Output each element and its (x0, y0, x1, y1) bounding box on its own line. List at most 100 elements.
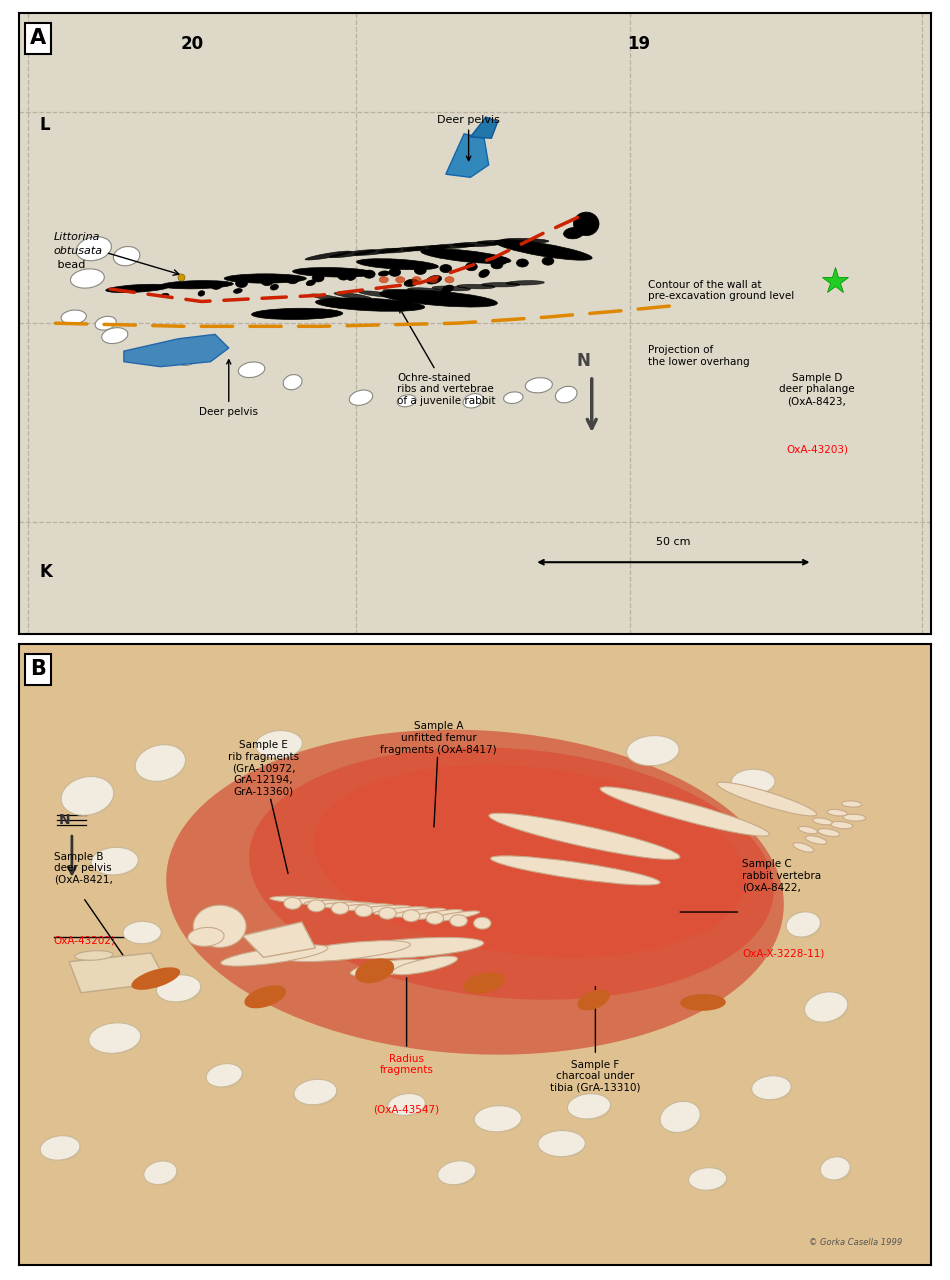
Ellipse shape (403, 910, 420, 922)
Ellipse shape (47, 1140, 81, 1161)
Ellipse shape (695, 1172, 728, 1192)
Ellipse shape (374, 906, 428, 915)
Ellipse shape (75, 951, 113, 960)
Ellipse shape (504, 392, 523, 403)
Ellipse shape (287, 899, 342, 905)
Ellipse shape (843, 814, 865, 820)
Ellipse shape (389, 269, 401, 276)
Ellipse shape (305, 251, 352, 260)
Ellipse shape (379, 276, 389, 283)
Ellipse shape (428, 243, 475, 248)
Ellipse shape (161, 280, 234, 289)
Text: Sample A
unfitted femur
fragments (OxA-8417): Sample A unfitted femur fragments (OxA-8… (380, 722, 497, 827)
Ellipse shape (538, 1130, 585, 1157)
Ellipse shape (284, 897, 301, 909)
Ellipse shape (805, 992, 847, 1023)
Ellipse shape (812, 818, 832, 824)
Ellipse shape (244, 986, 286, 1009)
Text: Contour of the wall at
pre-excavation ground level: Contour of the wall at pre-excavation gr… (648, 280, 794, 301)
Ellipse shape (129, 925, 162, 945)
Ellipse shape (409, 910, 463, 919)
Ellipse shape (315, 298, 425, 311)
Ellipse shape (236, 279, 247, 288)
Ellipse shape (61, 310, 86, 324)
Text: N: N (577, 352, 591, 370)
Ellipse shape (600, 787, 770, 836)
Ellipse shape (293, 268, 374, 276)
Text: Littorina: Littorina (53, 233, 100, 242)
Text: Sample B
deer pelvis
(OxA-8421,: Sample B deer pelvis (OxA-8421, (53, 851, 112, 884)
Ellipse shape (88, 1023, 141, 1053)
Ellipse shape (283, 375, 302, 390)
Ellipse shape (306, 280, 315, 285)
Ellipse shape (313, 274, 324, 282)
Ellipse shape (479, 270, 489, 278)
Ellipse shape (827, 809, 847, 815)
Ellipse shape (234, 288, 242, 293)
Ellipse shape (334, 292, 371, 300)
Ellipse shape (826, 1161, 851, 1180)
Ellipse shape (811, 997, 848, 1023)
Ellipse shape (412, 276, 421, 283)
Text: © Gorka Casella 1999: © Gorka Casella 1999 (808, 1238, 902, 1247)
Text: B: B (30, 659, 46, 680)
Ellipse shape (491, 261, 503, 269)
Ellipse shape (391, 909, 446, 916)
Ellipse shape (379, 908, 396, 919)
Ellipse shape (466, 262, 477, 271)
Ellipse shape (199, 291, 204, 296)
Ellipse shape (758, 1080, 792, 1101)
Ellipse shape (442, 285, 453, 293)
Ellipse shape (166, 730, 784, 1055)
Polygon shape (446, 134, 488, 178)
Ellipse shape (356, 259, 438, 270)
Text: K: K (39, 562, 52, 581)
Polygon shape (124, 334, 229, 366)
Ellipse shape (506, 280, 544, 285)
Ellipse shape (635, 740, 679, 765)
Ellipse shape (495, 239, 592, 260)
Ellipse shape (474, 1106, 522, 1132)
Ellipse shape (354, 248, 401, 255)
Polygon shape (242, 922, 315, 957)
Ellipse shape (284, 941, 410, 961)
Ellipse shape (667, 1106, 701, 1133)
Text: OxA-43203): OxA-43203) (786, 444, 848, 454)
Ellipse shape (427, 911, 480, 922)
Ellipse shape (261, 278, 273, 285)
Text: Ochre-stained
ribs and vertebrae
of a juvenile rabbit: Ochre-stained ribs and vertebrae of a ju… (397, 308, 496, 406)
Ellipse shape (392, 956, 458, 975)
Ellipse shape (206, 1064, 242, 1087)
Ellipse shape (177, 349, 199, 366)
Ellipse shape (249, 748, 774, 1000)
Text: 19: 19 (628, 35, 651, 52)
Ellipse shape (358, 291, 396, 297)
Ellipse shape (689, 1167, 727, 1190)
Text: Radius
fragments: Radius fragments (380, 1053, 433, 1075)
Text: obtusata: obtusata (53, 246, 103, 256)
Text: (OxA-43547): (OxA-43547) (373, 1105, 440, 1115)
Ellipse shape (445, 276, 454, 283)
Ellipse shape (806, 836, 826, 845)
Ellipse shape (210, 282, 222, 289)
Ellipse shape (427, 275, 442, 284)
Ellipse shape (68, 782, 113, 815)
Ellipse shape (256, 731, 302, 758)
Ellipse shape (350, 390, 372, 406)
Ellipse shape (787, 911, 821, 937)
Ellipse shape (397, 394, 416, 407)
Ellipse shape (294, 1079, 337, 1105)
Ellipse shape (525, 378, 552, 393)
Ellipse shape (440, 265, 452, 273)
Ellipse shape (193, 905, 246, 947)
Text: Sample F
charcoal under
tibia (GrA-13310): Sample F charcoal under tibia (GrA-13310… (550, 1060, 640, 1093)
Ellipse shape (497, 257, 507, 265)
Ellipse shape (332, 902, 349, 914)
Ellipse shape (150, 1165, 178, 1185)
Text: N: N (59, 813, 70, 827)
Ellipse shape (91, 847, 139, 876)
Ellipse shape (70, 269, 104, 288)
Ellipse shape (304, 900, 359, 906)
Ellipse shape (820, 1157, 850, 1180)
Ellipse shape (717, 782, 817, 815)
